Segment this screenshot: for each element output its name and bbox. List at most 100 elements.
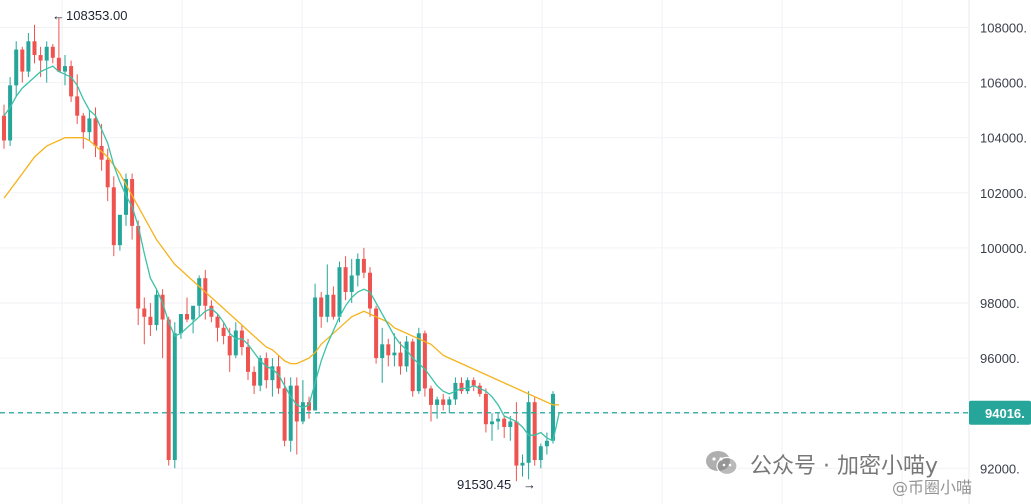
price-label-badge: 94016. bbox=[969, 400, 1031, 425]
candle-body bbox=[2, 115, 6, 141]
candle-body bbox=[447, 399, 452, 405]
candle-body bbox=[26, 41, 31, 72]
candle-body bbox=[422, 333, 427, 389]
candle-body bbox=[191, 305, 196, 320]
candle bbox=[233, 322, 238, 359]
candle-body bbox=[514, 421, 519, 466]
candle bbox=[20, 46, 25, 83]
candle bbox=[2, 104, 6, 149]
candle bbox=[178, 314, 183, 339]
candle bbox=[136, 220, 141, 326]
candle bbox=[246, 338, 250, 381]
candle bbox=[148, 303, 153, 337]
candle bbox=[441, 393, 446, 411]
ma-fast-line bbox=[3, 65, 560, 442]
candles-group bbox=[2, 17, 555, 482]
candle-body bbox=[459, 382, 464, 392]
candle bbox=[343, 256, 348, 301]
candle bbox=[75, 74, 80, 124]
candle bbox=[191, 305, 196, 334]
candle-body bbox=[252, 371, 257, 386]
candle-body bbox=[551, 393, 555, 441]
candle bbox=[544, 432, 549, 455]
low-arrow-icon: → bbox=[523, 477, 536, 492]
candle bbox=[374, 305, 379, 364]
candle-body bbox=[490, 421, 494, 425]
candle-body bbox=[38, 55, 43, 61]
candle-body bbox=[185, 314, 189, 320]
y-tick-label: 98000. bbox=[980, 296, 1020, 311]
candle bbox=[221, 322, 226, 345]
candle bbox=[264, 352, 269, 389]
candle bbox=[69, 60, 74, 102]
candle-body bbox=[117, 214, 122, 246]
candle-body bbox=[502, 418, 507, 427]
candle-body bbox=[270, 366, 275, 381]
candle bbox=[319, 291, 324, 328]
high-arrow-icon: ← bbox=[52, 8, 65, 23]
candle-body bbox=[307, 402, 311, 411]
candle-body bbox=[368, 272, 372, 309]
candle-body bbox=[32, 41, 37, 56]
candle-body bbox=[404, 341, 409, 367]
candle-body bbox=[508, 421, 513, 427]
high-annotation: ← 108353.00 bbox=[52, 8, 127, 23]
candle-body bbox=[233, 330, 238, 356]
candle bbox=[252, 366, 257, 394]
candle-body bbox=[227, 336, 232, 356]
candle-body bbox=[441, 399, 446, 405]
candle-body bbox=[392, 352, 397, 356]
candle bbox=[496, 413, 501, 430]
candle-body bbox=[56, 57, 61, 72]
candle bbox=[288, 377, 293, 452]
candle-body bbox=[44, 46, 49, 61]
candle-body bbox=[300, 402, 305, 422]
candle-body bbox=[544, 440, 549, 447]
current-price-label: 94016. bbox=[985, 406, 1025, 421]
candle bbox=[313, 283, 318, 411]
candle-body bbox=[331, 294, 336, 317]
candle bbox=[459, 377, 464, 394]
candle bbox=[282, 377, 287, 447]
candle-body bbox=[258, 358, 263, 386]
candle bbox=[361, 247, 366, 279]
candle bbox=[349, 258, 354, 303]
candle bbox=[185, 297, 189, 323]
candle bbox=[87, 110, 92, 141]
candle bbox=[404, 336, 409, 372]
candle bbox=[142, 297, 147, 345]
candle bbox=[227, 327, 232, 372]
candle-body bbox=[282, 388, 287, 441]
candle bbox=[435, 396, 440, 419]
candle-body bbox=[526, 402, 531, 463]
candle bbox=[8, 77, 13, 146]
candle bbox=[209, 300, 214, 323]
candle bbox=[197, 275, 202, 317]
y-tick-label: 104000. bbox=[980, 131, 1027, 146]
candle-body bbox=[93, 118, 98, 146]
candle bbox=[32, 24, 37, 64]
candle-body bbox=[435, 399, 440, 405]
candle bbox=[166, 316, 171, 466]
candle-body bbox=[246, 347, 250, 372]
candle bbox=[538, 443, 543, 469]
candle bbox=[215, 314, 220, 342]
candle bbox=[477, 382, 482, 397]
candle-body bbox=[380, 344, 385, 359]
ma-slow-line bbox=[3, 137, 560, 406]
candle-body bbox=[532, 402, 537, 461]
candle bbox=[81, 112, 86, 149]
candle-body bbox=[130, 179, 135, 226]
candle-body bbox=[361, 258, 366, 273]
candle-body bbox=[99, 145, 104, 160]
candle bbox=[294, 377, 299, 455]
candle bbox=[502, 415, 507, 438]
candle-body bbox=[325, 294, 330, 317]
candle-body bbox=[477, 385, 482, 394]
candle bbox=[551, 391, 555, 444]
wechat-icon bbox=[706, 451, 738, 476]
candle bbox=[160, 289, 165, 359]
low-price-label: 91530.45 bbox=[457, 477, 511, 492]
